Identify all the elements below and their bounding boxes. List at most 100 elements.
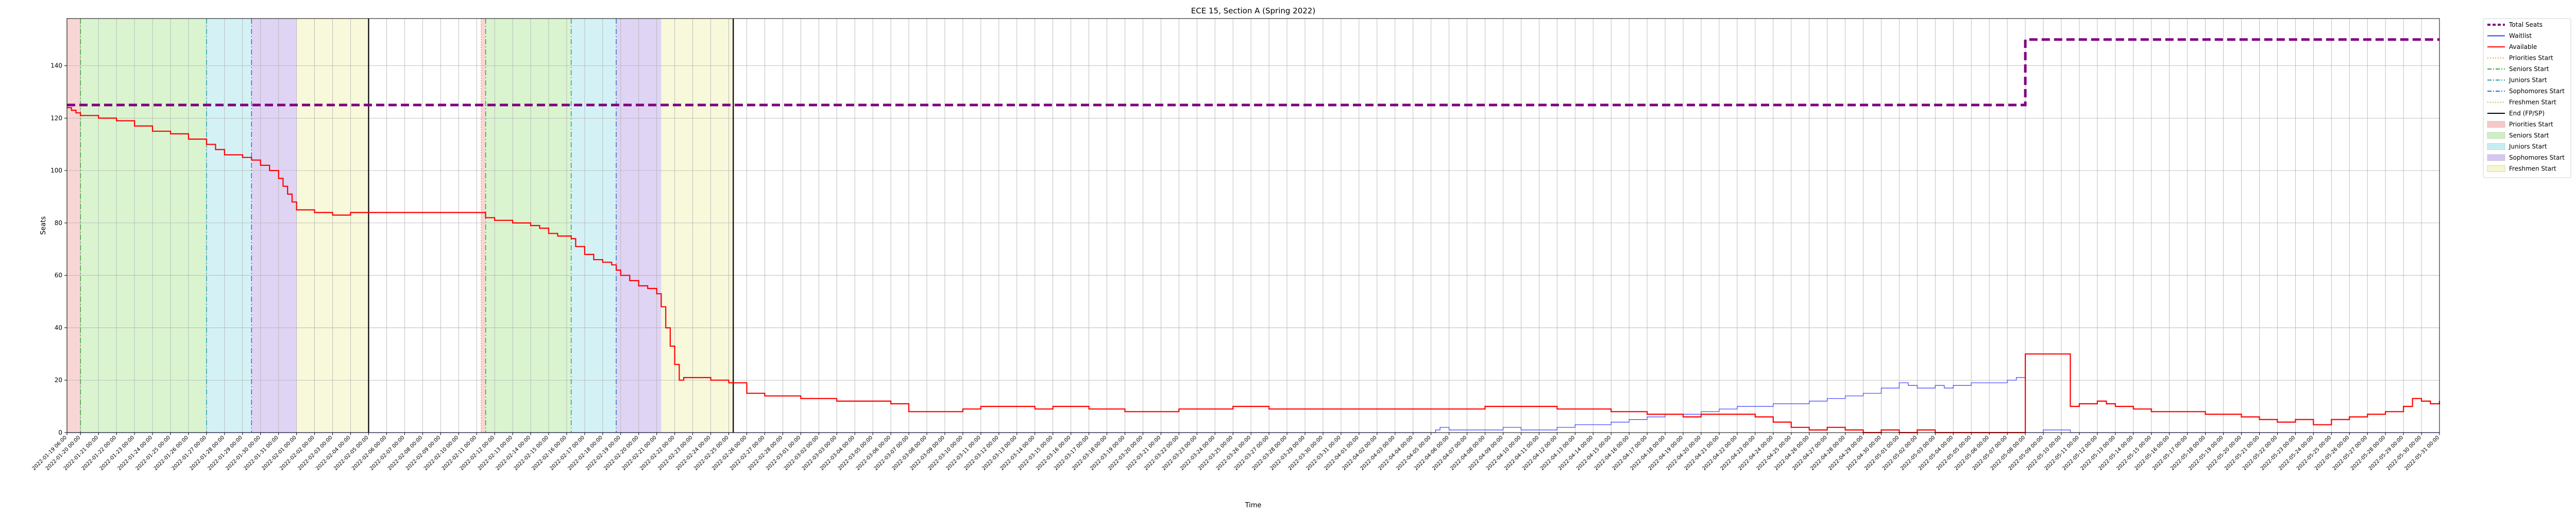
- legend-swatch-patch: [2487, 154, 2505, 161]
- x-tick-label: 2022-03-01 00:00: [765, 435, 802, 472]
- x-tick-label: 2022-04-29 00:00: [1827, 435, 1865, 472]
- x-tick-label: 2022-01-24 00:00: [117, 435, 154, 472]
- x-tick-label: 2022-04-20 00:00: [1666, 435, 1703, 472]
- y-tick-label: 100: [50, 167, 62, 174]
- x-tick-label: 2022-04-15 00:00: [1575, 435, 1613, 472]
- x-tick-label: 2022-03-31 00:00: [1306, 435, 1343, 472]
- legend-label: Sophomores Start: [2509, 88, 2565, 95]
- x-tick-label: 2022-05-20 00:00: [2206, 435, 2243, 472]
- legend-label: Sophomores Start: [2509, 154, 2565, 161]
- x-tick-label: 2022-05-18 00:00: [2170, 435, 2207, 472]
- series-lines: [67, 38, 2441, 434]
- x-tick-label: 2022-02-03 00:00: [297, 435, 334, 472]
- series-waitlist-line: [67, 377, 2439, 433]
- x-tick-label: 2022-04-06 00:00: [1413, 435, 1450, 472]
- x-tick-label: 2022-05-16 00:00: [2133, 435, 2171, 472]
- x-tick-label: 2022-03-26 00:00: [1215, 435, 1252, 472]
- x-tick-label: 2022-04-02 00:00: [1341, 435, 1378, 472]
- y-tick-label: 20: [55, 376, 62, 384]
- legend-label: Freshmen Start: [2509, 165, 2556, 173]
- x-tick-label: 2022-05-27 00:00: [2332, 435, 2369, 472]
- x-tick-label: 2022-04-09 00:00: [1467, 435, 1504, 472]
- x-tick-label: 2022-03-10 00:00: [927, 435, 964, 472]
- legend-label: Waitlist: [2509, 32, 2532, 40]
- x-tick-label: 2022-01-29 00:00: [207, 435, 244, 472]
- x-tick-label: 2022-04-18 00:00: [1630, 435, 1667, 472]
- x-tick-label: 2022-05-30 00:00: [2386, 435, 2423, 472]
- x-tick-label: 2022-03-21 00:00: [1125, 435, 1162, 472]
- span-priorities-start: [67, 19, 81, 433]
- x-tick-label: 2022-04-05 00:00: [1395, 435, 1432, 472]
- x-tick-label: 2022-03-17 00:00: [1053, 435, 1090, 472]
- x-tick-label: 2022-05-12 00:00: [2062, 435, 2099, 472]
- x-tick-label: 2022-04-26 00:00: [1773, 435, 1810, 472]
- x-tick-label: 2022-05-03 00:00: [1900, 435, 1937, 472]
- x-tick-label: 2022-03-12 00:00: [963, 435, 1000, 472]
- legend-label: End (FP/SP): [2509, 110, 2545, 117]
- x-tick-label: 2022-02-21 00:00: [621, 435, 658, 472]
- x-tick-label: 2022-05-26 00:00: [2314, 435, 2351, 472]
- plot-frame: [66, 18, 2440, 433]
- x-tick-label: 2022-05-23 00:00: [2260, 435, 2297, 472]
- legend-label: Seniors Start: [2509, 65, 2549, 73]
- x-tick-label: 2022-05-04 00:00: [1918, 435, 1955, 472]
- x-tick-label: 2022-01-25 00:00: [135, 435, 172, 472]
- x-tick-label: 2022-02-23 00:00: [657, 435, 694, 472]
- x-tick-label: 2022-05-21 00:00: [2224, 435, 2261, 472]
- x-tick-label: 2022-02-08 00:00: [387, 435, 424, 472]
- x-tick-label: 2022-02-19 00:00: [585, 435, 622, 472]
- x-tick-label: 2022-02-11 00:00: [441, 435, 478, 472]
- x-tick-label: 2022-03-23 00:00: [1161, 435, 1198, 472]
- legend-label: Juniors Start: [2509, 143, 2547, 150]
- x-tick-label: 2022-01-22 00:00: [81, 435, 118, 472]
- x-tick-label: 2022-04-04 00:00: [1377, 435, 1414, 472]
- x-tick-label: 2022-05-29 00:00: [2368, 435, 2405, 472]
- span-priorities-start: [481, 19, 486, 433]
- x-tick-label: 2022-04-11 00:00: [1503, 435, 1540, 472]
- y-tick-label: 0: [58, 429, 62, 436]
- legend-swatch-patch: [2487, 132, 2505, 139]
- x-tick-label: 2022-05-25 00:00: [2296, 435, 2333, 472]
- legend-label: Juniors Start: [2509, 77, 2547, 84]
- span-juniors-start: [206, 19, 252, 433]
- x-tick-label: 2022-04-17 00:00: [1612, 435, 1649, 472]
- x-tick-label: 2022-05-19 00:00: [2188, 435, 2225, 472]
- x-tick-label: 2022-03-25 00:00: [1197, 435, 1234, 472]
- legend: Total Seats Waitlist Available Priorities S…: [2483, 18, 2571, 178]
- x-tick-label: 2022-04-21 00:00: [1684, 435, 1721, 472]
- x-tick-label: 2022-05-31 00:00: [2404, 435, 2441, 472]
- x-tick-label: 2022-02-20 00:00: [603, 435, 640, 472]
- x-tick-label: 2022-04-14 00:00: [1557, 435, 1595, 472]
- x-tick-label: 2022-04-10 00:00: [1485, 435, 1522, 472]
- x-tick-label: 2022-02-18 00:00: [567, 435, 604, 472]
- x-tick-label: 2022-03-11 00:00: [945, 435, 982, 472]
- x-tick-label: 2022-02-09 00:00: [405, 435, 442, 472]
- legend-swatch-patch: [2487, 143, 2505, 150]
- x-tick-label: 2022-04-30 00:00: [1845, 435, 1883, 472]
- x-axis-label: Time: [1245, 502, 1262, 509]
- x-tick-label: 2022-01-21 00:00: [63, 435, 100, 472]
- x-tick-label: 2022-03-20 00:00: [1107, 435, 1144, 472]
- span-sophomores-start: [251, 19, 297, 433]
- y-tick-label: 80: [55, 219, 62, 227]
- x-tick-label: 2022-03-02 00:00: [783, 435, 820, 472]
- x-tick-label: 2022-04-16 00:00: [1594, 435, 1631, 472]
- x-tick-label: 2022-05-24 00:00: [2278, 435, 2315, 472]
- x-tick-label: 2022-02-14 00:00: [495, 435, 532, 472]
- x-tick-label: 2022-04-25 00:00: [1755, 435, 1792, 472]
- legend-label: Available: [2509, 43, 2537, 50]
- x-tick-label: 2022-03-22 00:00: [1143, 435, 1180, 472]
- y-tick-label: 140: [50, 62, 62, 70]
- x-tick-label: 2022-04-22 00:00: [1701, 435, 1738, 472]
- x-tick-label: 2022-05-22 00:00: [2242, 435, 2279, 472]
- legend-box: [2483, 18, 2571, 178]
- x-tick-label: 2022-02-28 00:00: [747, 435, 784, 472]
- legend-label: Freshmen Start: [2509, 99, 2556, 106]
- x-tick-label: 2022-03-27 00:00: [1233, 435, 1270, 472]
- phase-spans: [67, 19, 734, 433]
- x-tick-label: 2022-01-31 00:00: [243, 435, 280, 472]
- x-tick-label: 2022-05-09 00:00: [2008, 435, 2045, 472]
- span-juniors-start: [571, 19, 617, 433]
